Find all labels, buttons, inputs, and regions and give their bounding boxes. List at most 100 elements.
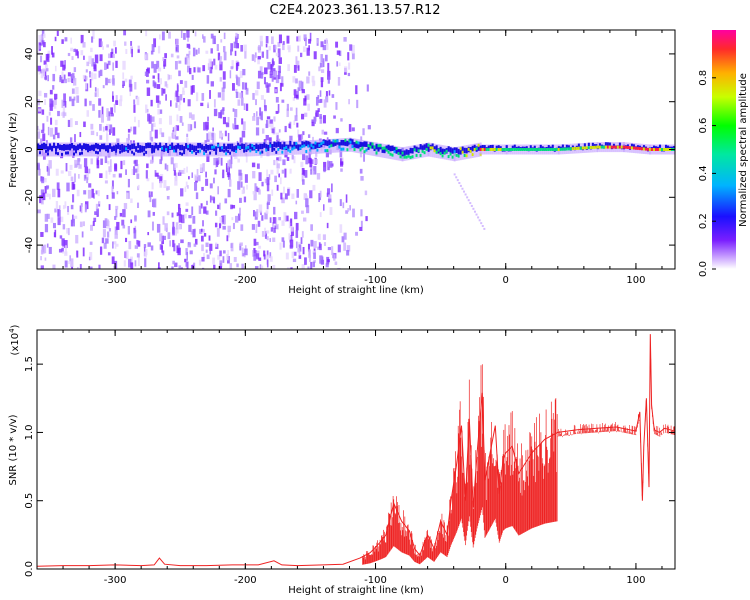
noise-cell [37,162,40,171]
noise-cell [104,155,108,164]
ridge-core [316,148,319,152]
noise-cell [74,48,77,53]
ridge-core [320,142,323,146]
noise-cell [243,103,246,111]
noise-cell [67,72,71,77]
noise-cell [166,164,169,172]
noise-cell [275,74,280,84]
ridge-band [215,146,218,152]
noise-cell [38,168,41,176]
noise-cell [186,43,191,48]
ridge-band [389,145,392,152]
noise-cell [86,177,89,184]
noise-cell [346,245,351,252]
noise-cell [149,159,154,164]
ridge-band [517,146,520,150]
noise-cell [64,240,68,249]
noise-cell [191,172,194,178]
noise-cell [151,182,154,190]
noise-cell [164,163,167,170]
noise-cell [242,68,246,76]
noise-cell [343,242,347,251]
noise-cell [240,224,244,231]
ridge-core [97,151,99,155]
ridge-core [57,152,59,156]
tail-streak [463,190,466,193]
noise-cell [77,266,79,269]
ridge-band [497,145,500,149]
ridge-core [227,149,230,153]
noise-cell [63,74,66,81]
ridge-band [191,144,194,151]
ridge-core [579,146,582,150]
noise-cell [71,266,73,269]
noise-cell [277,48,281,58]
noise-cell [145,170,148,179]
noise-cell [106,63,109,69]
ridge-band [173,145,176,152]
ridge-band [65,144,68,151]
noise-cell [170,100,172,107]
noise-cell [174,176,178,186]
noise-cell [237,181,241,190]
noise-cell [186,166,188,173]
noise-cell [199,205,202,214]
noise-cell [123,30,127,36]
noise-cell [149,268,152,269]
noise-cell [175,229,178,236]
ridge-core [495,148,498,151]
noise-cell [62,64,66,71]
noise-cell [42,123,45,131]
noise-cell [165,94,167,101]
ridge-core [509,148,512,151]
noise-cell [282,44,285,51]
noise-cell [106,116,111,121]
noise-cell [179,94,183,101]
ridge-core [557,148,560,151]
ridge-band [525,146,528,150]
noise-cell [184,186,187,192]
ridge-core [135,146,138,150]
noise-cell [133,229,137,239]
noise-cell [73,96,76,101]
ridge-core [213,145,216,149]
ridge-halo [71,142,73,157]
noise-cell [182,87,185,92]
ridge-halo [263,141,266,156]
noise-cell [217,186,219,195]
noise-cell [311,121,315,127]
ridge-band [231,143,234,150]
ridge-core [257,144,260,148]
ridge-core [235,149,238,153]
noise-cell [38,35,42,44]
noise-cell [286,103,289,111]
noise-cell [258,172,262,181]
ridge-core [447,155,450,159]
noise-cell [93,193,95,199]
noise-cell [43,60,47,65]
noise-cell [235,43,240,49]
ridge-core [604,145,607,149]
noise-cell [53,232,56,238]
noise-cell [137,257,140,267]
ridge-core [642,147,645,151]
noise-cell [73,67,77,73]
noise-cell [107,252,111,256]
ridge-core [75,150,77,154]
noise-cell [69,164,73,170]
noise-cell [237,213,241,221]
ridge-band [587,142,591,147]
ridge-band [441,148,444,155]
ridge-band [381,147,384,153]
ridge-core [299,146,302,150]
ridge-core [322,140,325,144]
noise-cell [108,171,111,175]
noise-cell [270,227,274,232]
noise-cell [202,228,205,233]
noise-cell [258,245,262,249]
noise-cell [114,47,117,54]
noise-cell [266,250,269,257]
noise-cell [98,98,102,106]
ridge-band [618,142,622,146]
noise-cell [63,112,67,117]
